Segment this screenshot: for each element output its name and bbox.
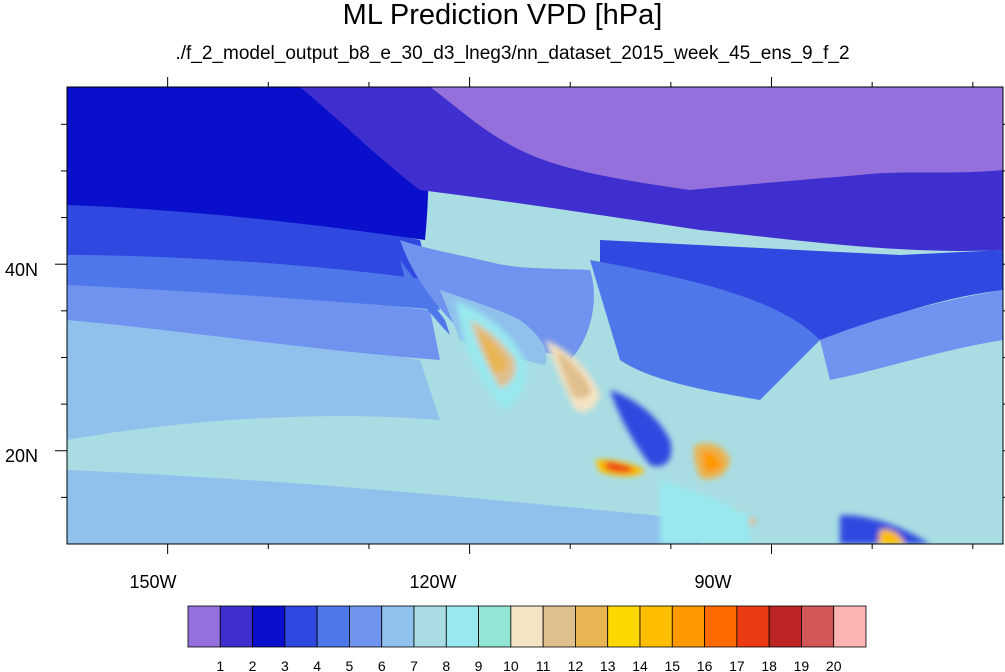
colorbar-label: 4 xyxy=(313,658,321,672)
colorbar-label: 20 xyxy=(826,658,842,672)
colorbar-label: 7 xyxy=(410,658,418,672)
x-tick-label-120w: 120W xyxy=(409,572,456,592)
colorbar-swatch xyxy=(575,605,609,648)
colorbar-swatch xyxy=(542,605,576,648)
colorbar-swatch xyxy=(381,605,415,648)
colorbar-swatch xyxy=(607,605,641,648)
colorbar-swatch xyxy=(349,605,383,648)
colorbar-swatch xyxy=(284,605,318,648)
y-axis-ticks xyxy=(55,123,1005,498)
colorbar-swatch xyxy=(219,605,253,648)
colorbar-label: 9 xyxy=(475,658,483,672)
colorbar-label: 13 xyxy=(600,658,616,672)
colorbar-swatch xyxy=(801,605,835,648)
colorbar-label: 5 xyxy=(346,658,354,672)
vpd-field xyxy=(67,87,1003,544)
colorbar-label: 11 xyxy=(536,658,551,672)
colorbar-swatch xyxy=(187,605,221,648)
colorbar-label: 10 xyxy=(503,658,519,672)
colorbar-label: 1 xyxy=(216,658,224,672)
colorbar-swatch xyxy=(639,605,673,648)
colorbar-label: 8 xyxy=(442,658,450,672)
colorbar-label: 16 xyxy=(697,658,713,672)
colorbar: 1 2 3 4 5 6 7 8 9 10 11 12 13 14 15 16 17 18 19 20 xyxy=(187,605,867,672)
colorbar-swatch xyxy=(445,605,479,648)
colorbar-label: 12 xyxy=(568,658,584,672)
colorbar-label: 18 xyxy=(761,658,777,672)
colorbar-swatch xyxy=(671,605,705,648)
colorbar-swatch xyxy=(833,605,867,648)
colorbar-swatch xyxy=(768,605,802,648)
colorbar-swatch xyxy=(736,605,770,648)
x-axis-ticks xyxy=(167,77,974,554)
map-frame xyxy=(66,86,1004,545)
colorbar-swatch xyxy=(413,605,447,648)
x-tick-label-150w: 150W xyxy=(129,572,176,592)
chart-title: ML Prediction VPD [hPa] xyxy=(342,0,663,31)
colorbar-swatch xyxy=(316,605,350,648)
colorbar-label: 17 xyxy=(729,658,745,672)
y-tick-label-20n: 20N xyxy=(5,446,38,466)
x-tick-label-90w: 90W xyxy=(694,572,731,592)
colorbar-label: 3 xyxy=(281,658,289,672)
colorbar-label: 15 xyxy=(664,658,680,672)
colorbar-swatch xyxy=(704,605,738,648)
colorbar-label: 6 xyxy=(378,658,386,672)
colorbar-swatch xyxy=(478,605,512,648)
colorbar-label: 19 xyxy=(794,658,810,672)
colorbar-swatch xyxy=(510,605,544,648)
colorbar-swatch xyxy=(252,605,286,648)
y-tick-label-40n: 40N xyxy=(5,260,38,280)
chart-subtitle: ./f_2_model_output_b8_e_30_d3_lneg3/nn_d… xyxy=(175,43,850,64)
colorbar-label: 14 xyxy=(632,658,648,672)
colorbar-label: 2 xyxy=(249,658,257,672)
